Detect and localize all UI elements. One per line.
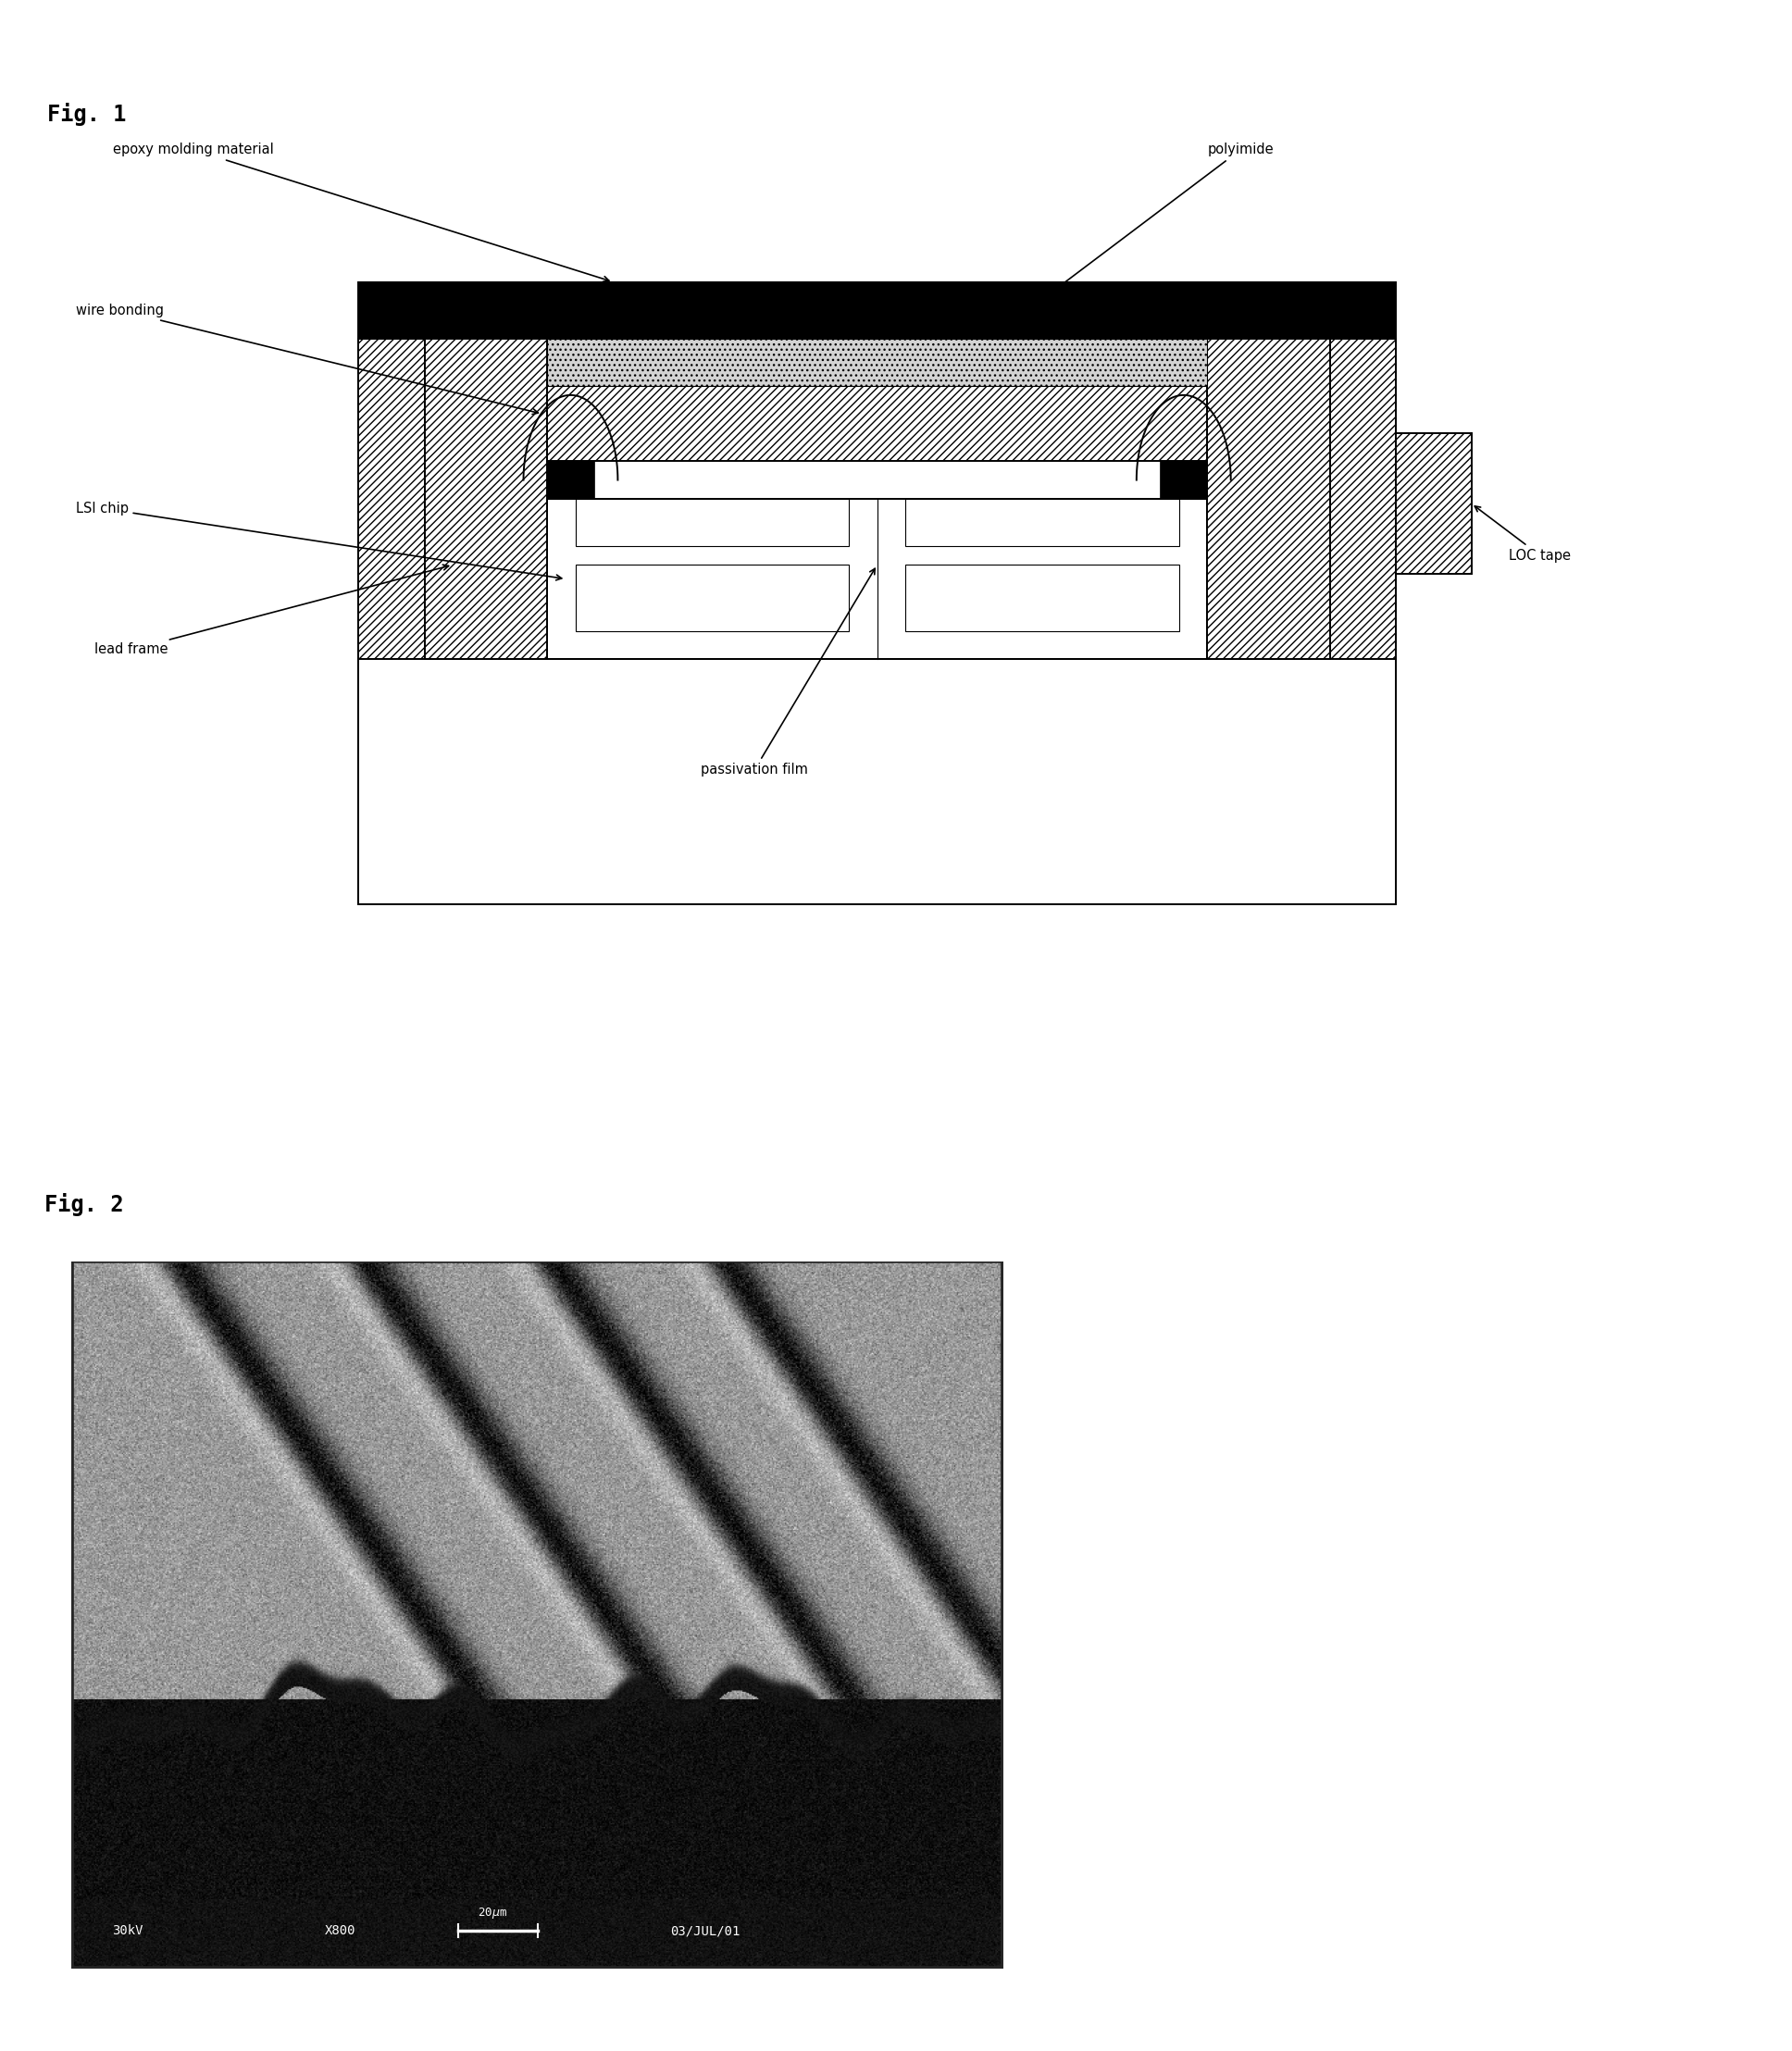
Bar xyxy=(358,338,425,658)
Text: LOC tape: LOC tape xyxy=(1475,507,1572,562)
Bar xyxy=(1208,338,1330,658)
Bar xyxy=(905,564,1179,632)
Bar xyxy=(547,498,1208,658)
Bar xyxy=(547,461,595,498)
Bar xyxy=(425,338,547,658)
Text: lead frame: lead frame xyxy=(95,564,448,656)
Text: epoxy molding material: epoxy molding material xyxy=(113,144,609,281)
Text: LSI chip: LSI chip xyxy=(75,500,561,580)
Bar xyxy=(575,498,849,546)
Text: 20$\mu$m: 20$\mu$m xyxy=(478,1905,507,1920)
Polygon shape xyxy=(358,338,1396,904)
Text: 03/JUL/01: 03/JUL/01 xyxy=(670,1924,740,1938)
Bar xyxy=(1159,461,1208,498)
Bar xyxy=(547,386,1208,461)
Polygon shape xyxy=(358,281,1396,338)
Text: 30kV: 30kV xyxy=(111,1924,143,1938)
Bar xyxy=(1330,338,1396,658)
Bar xyxy=(547,338,1208,386)
Text: X800: X800 xyxy=(324,1924,355,1938)
Bar xyxy=(1396,433,1471,574)
Bar xyxy=(575,564,849,632)
Text: polyimide: polyimide xyxy=(995,144,1274,336)
Text: Fig. 1: Fig. 1 xyxy=(47,103,125,125)
Text: Fig. 2: Fig. 2 xyxy=(45,1194,124,1216)
Bar xyxy=(905,498,1179,546)
Text: wire bonding: wire bonding xyxy=(75,304,538,414)
Text: passivation film: passivation film xyxy=(701,568,874,777)
